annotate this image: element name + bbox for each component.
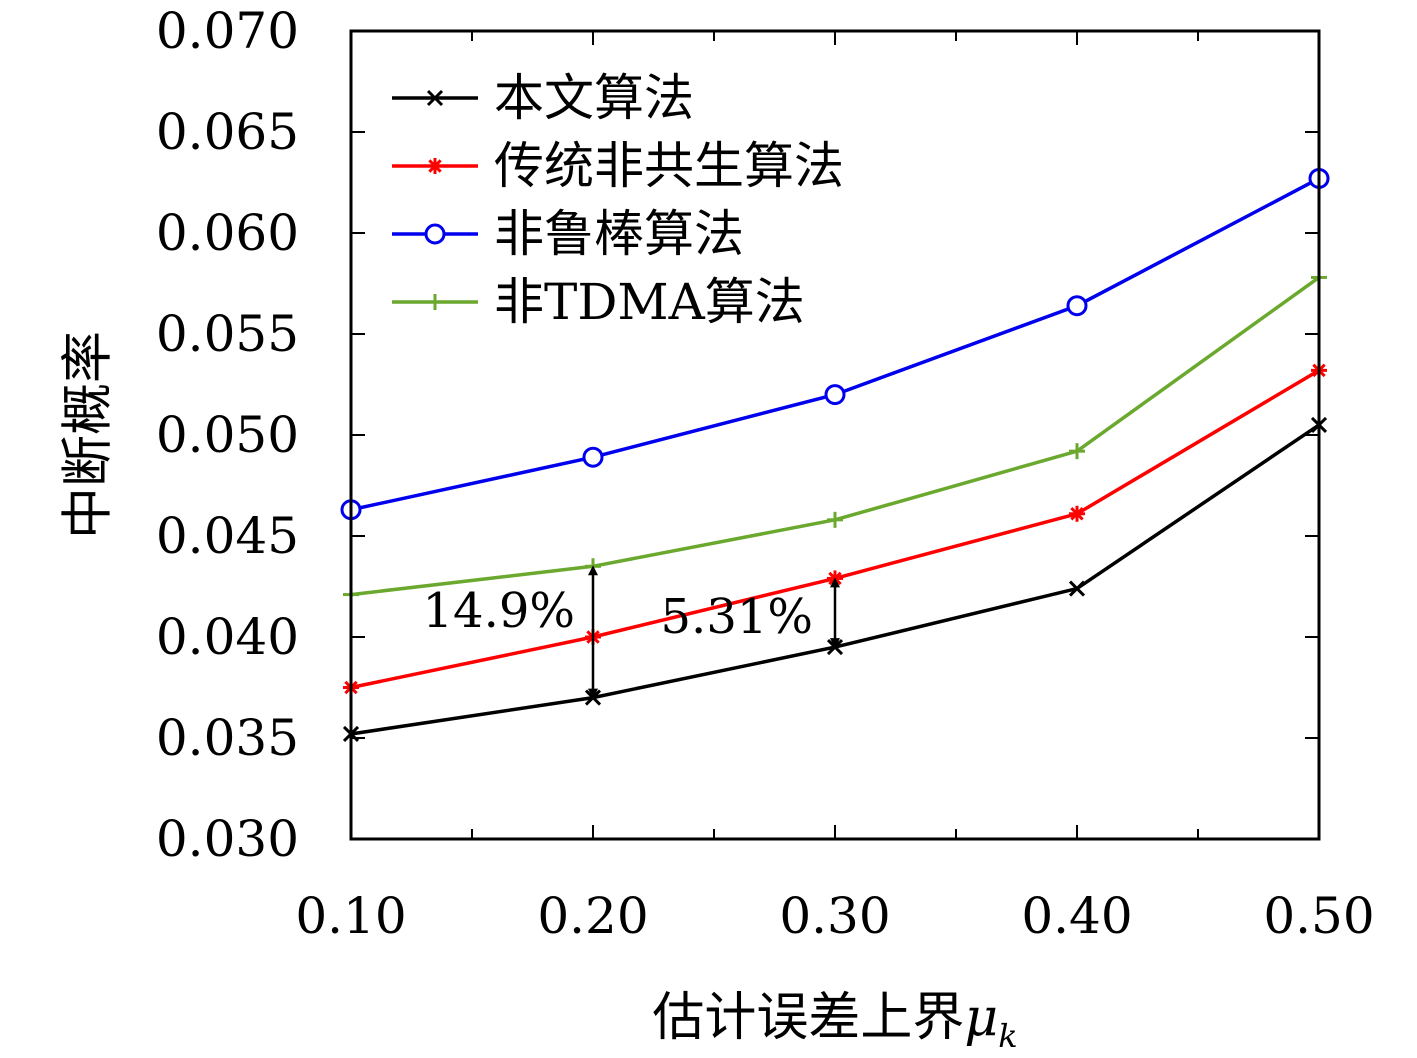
legend-label: 非鲁棒算法 bbox=[494, 205, 744, 263]
marker-stroke bbox=[426, 89, 444, 107]
legend-item-1: 传统非共生算法 bbox=[392, 137, 844, 195]
marker-circle bbox=[582, 446, 604, 468]
series-3 bbox=[343, 269, 1327, 603]
marker-stroke bbox=[1070, 507, 1084, 521]
data-point bbox=[1069, 443, 1085, 460]
legend-label: 非TDMA算法 bbox=[494, 273, 805, 331]
data-point bbox=[424, 223, 446, 245]
x-tick-label: 0.30 bbox=[779, 887, 890, 945]
data-point bbox=[824, 384, 846, 406]
y-tick-label: 0.050 bbox=[156, 406, 299, 464]
x-axis-title: 估计误差上界μk bbox=[652, 988, 1017, 1055]
data-point bbox=[426, 89, 444, 107]
annotation-label: 14.9% bbox=[423, 583, 575, 639]
legend-label: 传统非共生算法 bbox=[494, 137, 844, 195]
y-axis-title: 中断概率 bbox=[59, 331, 119, 539]
y-tick-label: 0.065 bbox=[156, 103, 299, 161]
data-point bbox=[427, 158, 443, 174]
series-layer bbox=[340, 167, 1330, 743]
annotation-layer: 14.9% 5.31% bbox=[423, 565, 840, 699]
y-tick-label: 0.055 bbox=[156, 305, 299, 363]
marker-stroke bbox=[428, 159, 442, 173]
marker-stroke bbox=[1068, 580, 1086, 597]
y-tick-label: 0.030 bbox=[156, 810, 299, 868]
legend-label: 本文算法 bbox=[494, 69, 694, 127]
plot-frame bbox=[349, 29, 1321, 841]
legend-item-3: 非TDMA算法 bbox=[392, 273, 805, 331]
y-tick-label: 0.035 bbox=[156, 709, 299, 767]
data-point bbox=[1068, 580, 1086, 597]
y-tick-label: 0.060 bbox=[156, 204, 299, 262]
annotation-label: 5.31% bbox=[661, 589, 813, 645]
marker-circle bbox=[824, 384, 846, 406]
y-tick-label: 0.040 bbox=[156, 608, 299, 666]
data-point bbox=[827, 511, 843, 528]
data-point bbox=[427, 294, 443, 310]
data-point bbox=[582, 446, 604, 468]
x-tick-label: 0.40 bbox=[1021, 887, 1132, 945]
x-tick-label: 0.10 bbox=[295, 887, 406, 945]
x-axis-title-text: 估计误差上界 bbox=[652, 988, 964, 1048]
data-point bbox=[1069, 505, 1085, 522]
legend-item-2: 非鲁棒算法 bbox=[392, 205, 744, 263]
x-axis-title-subscript: k bbox=[998, 1017, 1017, 1055]
data-point bbox=[1066, 295, 1088, 317]
x-tick-label: 0.50 bbox=[1263, 887, 1374, 945]
x-tick-label: 0.20 bbox=[537, 887, 648, 945]
y-tick-label: 0.070 bbox=[156, 2, 299, 60]
legend-item-0: 本文算法 bbox=[392, 69, 694, 127]
marker-circle bbox=[1066, 295, 1088, 317]
tick-labels: 0.030 0.035 0.040 0.045 0.050 0.055 0.060 0.065… bbox=[156, 2, 1375, 945]
series-2 bbox=[340, 167, 1330, 521]
x-axis-title-symbol: μ bbox=[964, 988, 998, 1048]
marker-circle bbox=[424, 223, 446, 245]
y-tick-label: 0.045 bbox=[156, 507, 299, 565]
